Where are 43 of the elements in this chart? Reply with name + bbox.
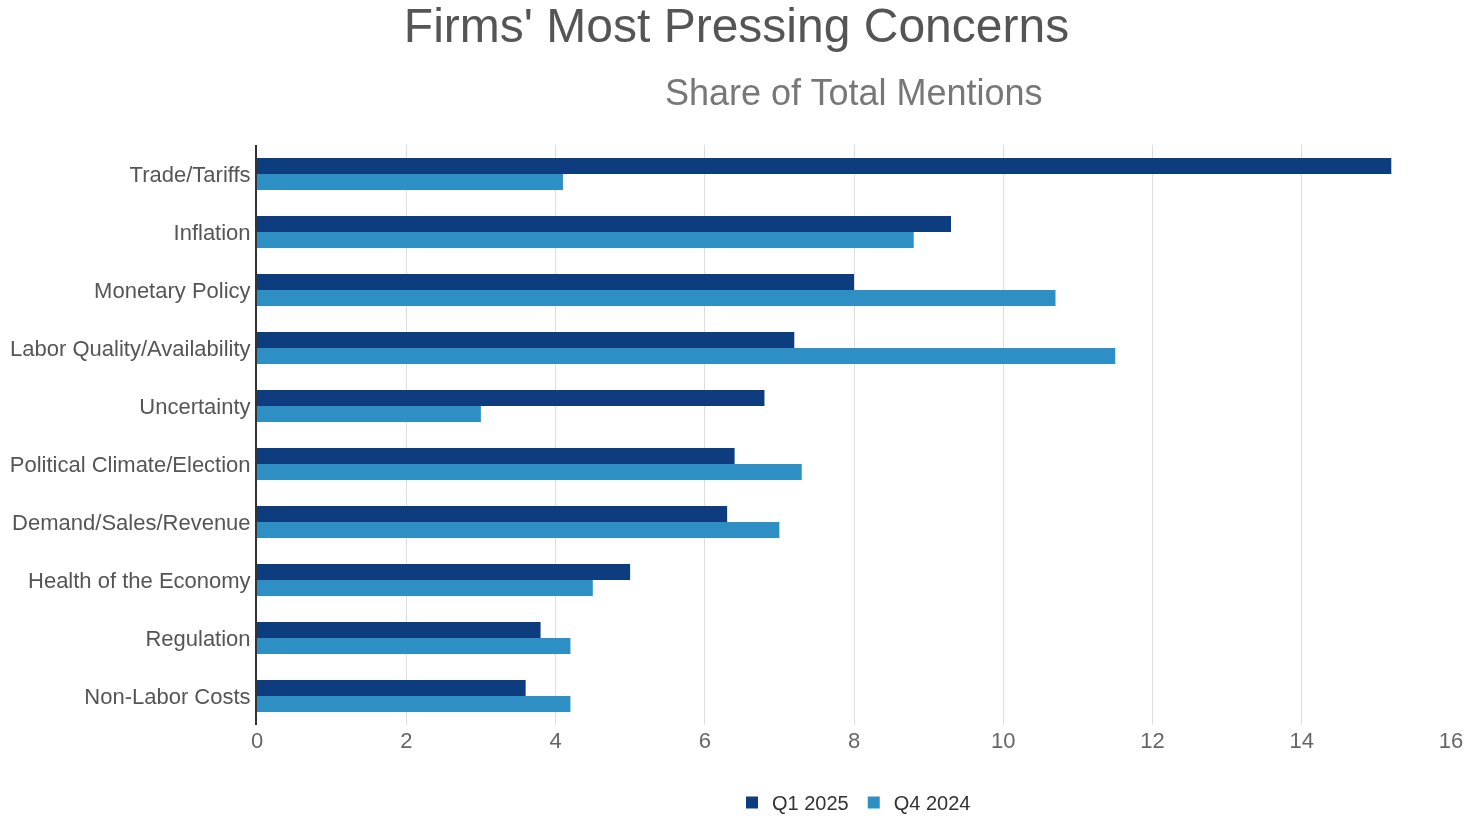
y-tick-label: Health of the Economy <box>28 567 251 593</box>
bar <box>257 464 802 480</box>
bar <box>257 290 1056 306</box>
chart-title: Firms' Most Pressing Concerns <box>403 0 1070 52</box>
chart-subtitle: Share of Total Mentions <box>665 72 1043 113</box>
bar <box>257 522 780 538</box>
bar <box>257 390 765 406</box>
x-tick-label: 10 <box>991 728 1016 753</box>
y-tick-label: Regulation <box>145 625 251 651</box>
x-tick-label: 14 <box>1289 728 1314 753</box>
bar <box>257 158 1392 174</box>
y-tick-label: Monetary Policy <box>94 277 251 303</box>
bar <box>257 232 914 248</box>
y-tick-label: Inflation <box>173 219 251 245</box>
legend-label: Q1 2025 <box>772 792 849 815</box>
y-tick-label: Non-Labor Costs <box>84 683 251 709</box>
y-tick-label: Demand/Sales/Revenue <box>12 509 251 535</box>
bar <box>257 580 593 596</box>
x-tick-label: 16 <box>1438 728 1464 753</box>
bar <box>257 622 541 638</box>
x-tick-label: 4 <box>549 728 562 753</box>
bar <box>257 174 563 190</box>
x-tick-label: 2 <box>400 728 413 753</box>
bar <box>257 696 571 712</box>
y-tick-label: Trade/Tariffs <box>129 161 251 187</box>
y-tick-label: Political Climate/Election <box>9 451 251 477</box>
bar <box>257 216 952 232</box>
bar <box>257 448 735 464</box>
x-tick-label: 12 <box>1140 728 1165 753</box>
bar <box>257 332 795 348</box>
bar <box>257 274 854 290</box>
bar <box>257 680 526 696</box>
x-tick-label: 6 <box>698 728 711 753</box>
bar <box>257 506 728 522</box>
bar <box>257 406 481 422</box>
y-tick-label: Uncertainty <box>139 393 251 419</box>
bar <box>257 638 571 654</box>
legend-label: Q4 2024 <box>893 792 971 815</box>
x-tick-label: 8 <box>847 728 861 753</box>
y-tick-label: Labor Quality/Availability <box>10 335 251 361</box>
x-tick-label: 0 <box>250 728 264 753</box>
bar <box>257 564 631 580</box>
bar <box>257 348 1116 364</box>
